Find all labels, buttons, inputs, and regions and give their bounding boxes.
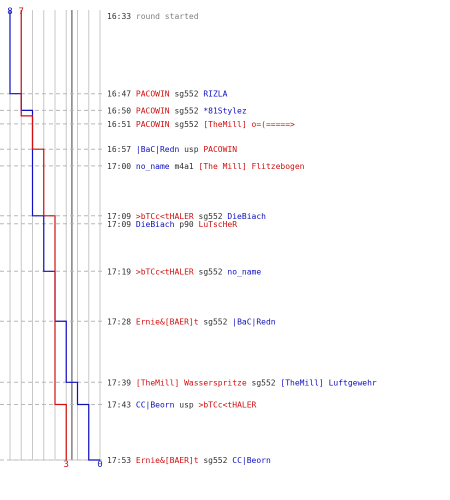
series-end-label: 0 xyxy=(97,460,102,470)
series-end-label: 3 xyxy=(64,460,69,470)
event-weapon: sg552 xyxy=(247,378,281,387)
event-time: 17:19 xyxy=(107,267,136,276)
event-row: 17:00 no_name m4a1 [The Mill] Flitzeboge… xyxy=(107,162,305,171)
event-killer: no_name xyxy=(136,162,170,171)
event-time: 16:57 xyxy=(107,145,136,154)
event-time: 17:09 xyxy=(107,212,136,221)
event-row: 16:33 round started xyxy=(107,12,199,21)
event-killer: Ernie&[BAER]t xyxy=(136,456,199,465)
event-victim: no_name xyxy=(227,267,261,276)
event-row: 16:57 |BaC|Redn usp PACOWIN xyxy=(107,145,237,154)
event-victim: >bTCc<tHALER xyxy=(199,401,257,410)
event-row: 16:47 PACOWIN sg552 RIZLA xyxy=(107,90,228,99)
event-time: 17:53 xyxy=(107,456,136,465)
event-victim: [The Mill] Flitzebogen xyxy=(199,162,305,171)
event-killer: PACOWIN xyxy=(136,90,170,99)
label-layer: 8 0 7 3 xyxy=(7,7,102,470)
event-weapon: m4a1 xyxy=(170,162,199,171)
event-row: 17:43 CC|Beorn usp >bTCc<tHALER xyxy=(107,401,257,410)
event-killer: PACOWIN xyxy=(136,106,170,115)
event-time: 17:43 xyxy=(107,401,136,410)
event-killer: Ernie&[BAER]t xyxy=(136,317,199,326)
event-time: 17:39 xyxy=(107,378,136,387)
event-victim: *81Stylez xyxy=(203,106,247,115)
event-time: 16:50 xyxy=(107,106,136,115)
series-line xyxy=(20,10,67,460)
event-killer: >bTCc<tHALER xyxy=(136,212,194,221)
event-log: 16:33 round started 16:47 PACOWIN sg552 R… xyxy=(107,12,377,465)
event-time: 17:09 xyxy=(107,220,136,229)
event-weapon: sg552 xyxy=(199,456,233,465)
event-time: 17:00 xyxy=(107,162,136,171)
event-victim: |BaC|Redn xyxy=(232,317,276,326)
event-time: 17:28 xyxy=(107,317,136,326)
series-layer xyxy=(9,10,100,461)
event-weapon: sg552 xyxy=(170,90,204,99)
series-start-label: 8 xyxy=(7,7,12,17)
event-row: 17:19 >bTCc<tHALER sg552 no_name xyxy=(107,267,261,276)
event-victim: [TheMill] o=(=====> xyxy=(203,120,295,129)
event-victim: PACOWIN xyxy=(203,145,237,154)
event-victim: RIZLA xyxy=(203,90,227,99)
event-killer: |BaC|Redn xyxy=(136,145,180,154)
event-killer: CC|Beorn xyxy=(136,401,175,410)
event-weapon: sg552 xyxy=(194,267,228,276)
event-time: 16:51 xyxy=(107,120,136,129)
event-row: 17:09 DieBiach p90 LuTscHeR xyxy=(107,220,237,229)
event-row: 16:50 PACOWIN sg552 *81Stylez xyxy=(107,106,247,115)
event-victim: LuTscHeR xyxy=(199,220,238,229)
event-row: 16:51 PACOWIN sg552 [TheMill] o=(=====> xyxy=(107,120,295,129)
event-time: 16:33 xyxy=(107,12,136,21)
event-row: 17:39 [TheMill] Wassersprit​ze sg552 [Th… xyxy=(107,378,377,387)
event-weapon: usp xyxy=(174,401,198,410)
event-killer: DieBiach xyxy=(136,220,175,229)
series-start-label: 7 xyxy=(19,7,24,17)
event-victim: CC|Beorn xyxy=(232,456,271,465)
event-killer: [TheMill] Wassersprit​ze xyxy=(136,378,247,387)
event-killer: >bTCc<tHALER xyxy=(136,267,194,276)
event-victim: [TheMill] Luftgewehr xyxy=(280,378,377,387)
event-row: 17:28 Ernie&[BAER]t sg552 |BaC|Redn xyxy=(107,317,276,326)
event-row: 17:09 >bTCc<tHALER sg552 DieBiach xyxy=(107,212,266,221)
event-weapon: sg552 xyxy=(170,120,204,129)
event-weapon: usp xyxy=(179,145,203,154)
event-victim: DieBiach xyxy=(227,212,266,221)
event-weapon: sg552 xyxy=(194,212,228,221)
event-weapon: sg552 xyxy=(170,106,204,115)
event-time: 16:47 xyxy=(107,90,136,99)
event-killer: PACOWIN xyxy=(136,120,170,129)
event-weapon: p90 xyxy=(174,220,198,229)
event-weapon: sg552 xyxy=(199,317,233,326)
event-row: 17:53 Ernie&[BAER]t sg552 CC|Beorn xyxy=(107,456,271,465)
event-text: round started xyxy=(136,12,199,21)
